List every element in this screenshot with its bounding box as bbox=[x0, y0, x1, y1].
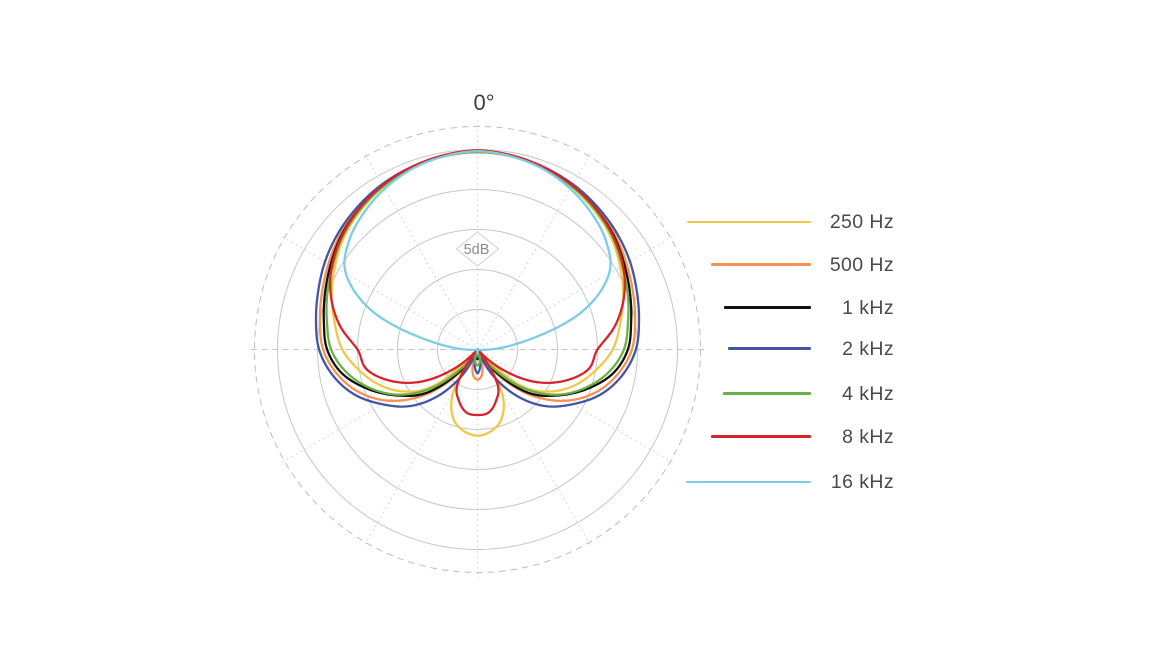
db-scale-marker: 5dB bbox=[455, 231, 500, 267]
grid-ring-4 bbox=[317, 189, 638, 510]
grid-radial-150 bbox=[477, 349, 593, 549]
grid-radial-60 bbox=[477, 234, 677, 350]
legend-line-16-khz bbox=[686, 480, 811, 484]
legend-label-1-khz: 1 kHz bbox=[842, 296, 894, 319]
curve-1-khz bbox=[322, 149, 633, 398]
grid-radial-330 bbox=[362, 150, 478, 350]
legend-label-250-hz: 250 Hz bbox=[829, 211, 894, 233]
grid-radial-240 bbox=[278, 349, 478, 465]
legend-line-4-khz bbox=[723, 392, 811, 395]
legend-line-1-khz bbox=[724, 306, 811, 309]
legend-label-16-khz: 16 kHz bbox=[830, 471, 894, 493]
legend-line-8-khz bbox=[711, 435, 811, 438]
legend-line-2-khz bbox=[728, 347, 811, 350]
db-scale-label: 5dB bbox=[464, 242, 490, 258]
legend-label-2-khz: 2 kHz bbox=[842, 337, 894, 360]
grid-radial-300 bbox=[278, 234, 478, 350]
curve-16-khz bbox=[343, 149, 612, 355]
grid-outer-dashed-ring bbox=[254, 126, 701, 573]
grid-radial-120 bbox=[477, 349, 677, 465]
legend-label-500-hz: 500 Hz bbox=[829, 253, 894, 276]
legend-line-250-hz bbox=[687, 220, 811, 224]
db-scale-diamond bbox=[455, 231, 500, 267]
legend-label-4-khz: 4 kHz bbox=[842, 382, 894, 405]
polar-grid bbox=[248, 120, 707, 579]
legend-line-500-hz bbox=[711, 263, 811, 266]
grid-radial-30 bbox=[477, 150, 593, 350]
grid-ring-2 bbox=[397, 269, 558, 430]
zero-degree-label: 0° bbox=[473, 90, 494, 115]
legend-label-8-khz: 8 kHz bbox=[842, 425, 894, 448]
grid-radial-210 bbox=[362, 349, 478, 549]
frequency-curves bbox=[314, 149, 641, 438]
grid-ring-1 bbox=[437, 309, 518, 390]
